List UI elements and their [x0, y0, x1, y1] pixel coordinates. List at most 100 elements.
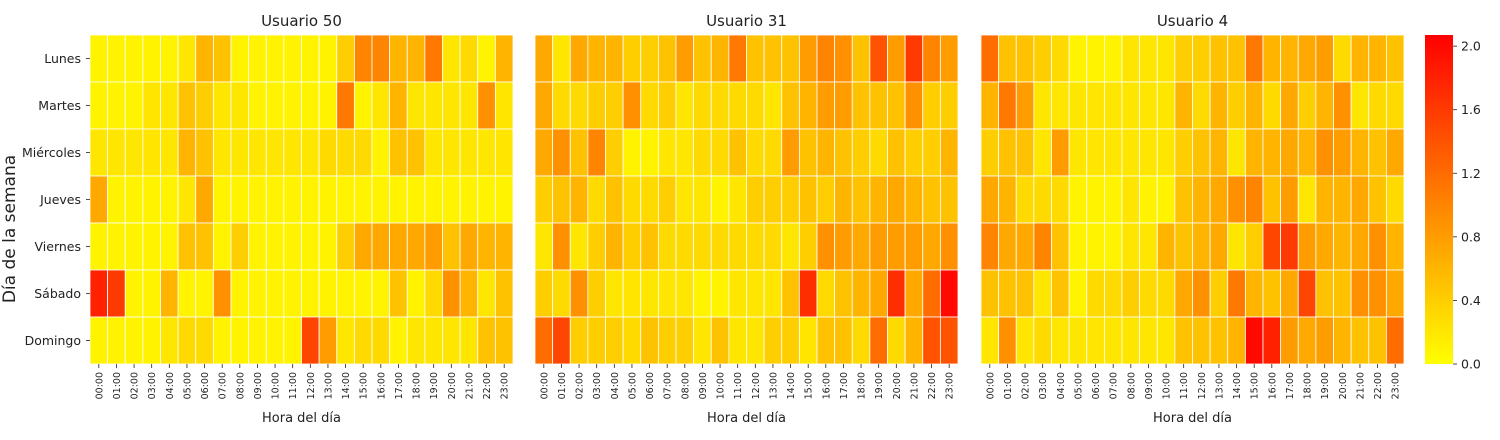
x-tick-label: 08:00: [680, 372, 691, 399]
heatmap-cell: [195, 175, 214, 224]
heatmap-cell: [424, 34, 443, 83]
heatmap-cell: [1368, 222, 1387, 271]
heatmap-cell: [177, 175, 197, 224]
x-tick-label: 03:00: [147, 372, 158, 399]
heatmap-cell: [1068, 175, 1088, 224]
heatmap-cell: [1297, 269, 1317, 318]
heatmap-cell: [1033, 81, 1052, 130]
heatmap-cell: [1209, 316, 1229, 365]
x-tick-label: 12:00: [751, 372, 762, 399]
x-tick-label: 21:00: [1355, 372, 1366, 399]
x-tick-label: 18:00: [1303, 372, 1314, 399]
heatmap-cell: [904, 128, 924, 177]
heatmap-cell: [283, 269, 302, 318]
x-tick-label: 21:00: [909, 372, 920, 399]
heatmap-cell: [1227, 222, 1246, 271]
heatmap-cell: [816, 128, 836, 177]
heatmap-cell: [283, 175, 302, 224]
heatmap-panel: Usuario 50 Lunes Martes Miércoles Jueves Vier…: [22, 12, 514, 426]
heatmap-cell: [939, 222, 959, 271]
heatmap-cell: [1121, 128, 1141, 177]
heatmap-cell: [89, 269, 109, 318]
heatmap-cell: [904, 175, 924, 224]
heatmap-cell: [869, 128, 888, 177]
heatmap-cell: [1033, 269, 1052, 318]
heatmap-cell: [1156, 175, 1176, 224]
heatmap-cell: [746, 34, 765, 83]
heatmap-cell: [1315, 34, 1334, 83]
heatmap-cell: [781, 128, 800, 177]
heatmap-cell: [746, 222, 765, 271]
heatmap-cell: [657, 175, 677, 224]
heatmap-cell: [1280, 222, 1299, 271]
heatmap-cell: [1368, 34, 1387, 83]
heatmap-cell: [816, 175, 836, 224]
heatmap-cell: [869, 81, 888, 130]
heatmap-cell: [1227, 128, 1246, 177]
heatmap-cell: [248, 81, 267, 130]
heatmap-cell: [998, 81, 1017, 130]
heatmap-cell: [763, 81, 783, 130]
heatmap-cell: [1139, 222, 1158, 271]
heatmap-cell: [1315, 175, 1334, 224]
heatmap-cell: [887, 222, 906, 271]
heatmap-cell: [887, 269, 906, 318]
heatmap-cell: [1015, 34, 1035, 83]
heatmap-cell: [675, 175, 695, 224]
heatmap-cell: [406, 269, 426, 318]
heatmap-cell: [1068, 34, 1088, 83]
heatmap-cell: [904, 34, 924, 83]
heatmap-cell: [675, 269, 695, 318]
heatmap-cell: [980, 269, 1000, 318]
heatmap-cell: [1350, 269, 1370, 318]
heatmap-cell: [1139, 316, 1158, 365]
x-tick-label: 08:00: [235, 372, 246, 399]
heatmap-cell: [587, 316, 606, 365]
heatmap-cell: [657, 128, 677, 177]
heatmap-cell: [1350, 81, 1370, 130]
heatmap-cell: [816, 316, 836, 365]
heatmap-cell: [124, 269, 144, 318]
heatmap-cell: [1086, 222, 1105, 271]
heatmap-cell: [459, 34, 479, 83]
heatmap-cell: [675, 316, 695, 365]
heatmap-cell: [1033, 175, 1052, 224]
heatmap-cell: [763, 34, 783, 83]
heatmap-cell: [265, 269, 285, 318]
heatmap-cell: [371, 269, 391, 318]
heatmap-cell: [1192, 316, 1211, 365]
heatmap-cell: [177, 34, 197, 83]
heatmap-cell: [124, 34, 144, 83]
heatmap-cell: [230, 81, 250, 130]
heatmap-cell: [494, 175, 514, 224]
heatmap-cell: [353, 128, 373, 177]
heatmap-cell: [746, 175, 765, 224]
heatmap-cell: [1368, 316, 1387, 365]
heatmap-cell: [336, 222, 355, 271]
heatmap-cell: [1192, 269, 1211, 318]
x-tick-label: 14:00: [1232, 372, 1243, 399]
x-tick-label: 18:00: [857, 372, 868, 399]
heatmap-cell: [124, 222, 144, 271]
heatmap-cell: [1262, 222, 1282, 271]
heatmap-cell: [212, 222, 232, 271]
heatmap-cell: [1315, 222, 1334, 271]
heatmap-cell: [1192, 175, 1211, 224]
heatmap-cell: [89, 222, 109, 271]
heatmap-cell: [887, 175, 906, 224]
heatmap-cell: [89, 34, 109, 83]
heatmap-cell: [710, 81, 730, 130]
heatmap-cell: [406, 128, 426, 177]
heatmap-cell: [459, 175, 479, 224]
x-tick-label: 20:00: [892, 372, 903, 399]
heatmap-cell: [1297, 128, 1317, 177]
heatmap-cell: [1244, 34, 1264, 83]
heatmap-cell: [1086, 34, 1105, 83]
x-tick-label: 09:00: [1144, 372, 1155, 399]
heatmap-cell: [657, 81, 677, 130]
colorbar-tick-label: 2.0: [1461, 39, 1481, 54]
heatmap-cell: [1262, 269, 1282, 318]
heatmap-cell: [389, 34, 408, 83]
heatmap-cell: [1139, 175, 1158, 224]
heatmap-cell: [798, 269, 818, 318]
